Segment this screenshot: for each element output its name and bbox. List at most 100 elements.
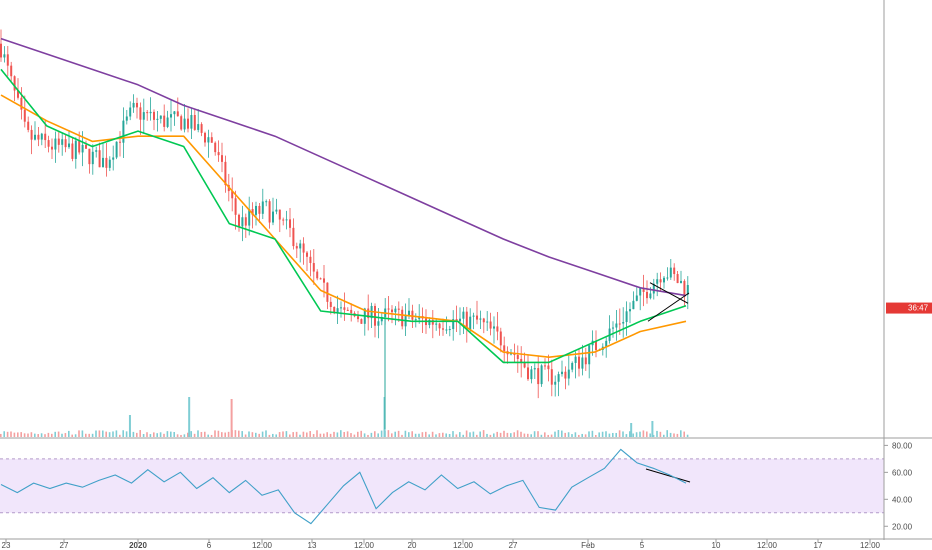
candle-body	[323, 278, 325, 283]
candle-body	[156, 118, 159, 120]
candle-body	[207, 137, 210, 143]
candle-body	[234, 198, 237, 215]
price-badges: 0.000001110.000001000.000000910.00000086…	[886, 302, 932, 314]
volume-bar	[187, 432, 189, 437]
candle-body	[282, 219, 285, 221]
candle-body	[146, 112, 149, 114]
candle-body	[3, 54, 6, 58]
volume-bar	[81, 430, 84, 437]
candle-body	[442, 328, 444, 330]
x-tick-label: Feb	[581, 541, 595, 550]
volume-bar	[64, 433, 67, 437]
candle-body	[258, 205, 261, 214]
candle-body	[319, 278, 322, 280]
volume-bar	[462, 434, 464, 437]
candle-body	[193, 115, 196, 130]
volume-bar	[207, 434, 209, 437]
candle-body	[316, 271, 319, 279]
candle-body	[346, 309, 349, 311]
volume-bar	[513, 432, 515, 437]
volume-bar	[397, 430, 400, 437]
candle-body	[112, 157, 115, 160]
volume-bar	[482, 430, 485, 437]
candle-body	[343, 307, 346, 310]
rsi-tick-label: 80.00	[892, 441, 913, 450]
candle-body	[204, 132, 206, 143]
volume-bar	[37, 434, 39, 437]
volume-bar	[442, 432, 444, 437]
candle-body	[299, 243, 302, 249]
candle-body	[578, 356, 580, 369]
x-tick-label: 10	[712, 541, 721, 550]
volume-bar	[78, 430, 80, 437]
volume-bar	[425, 431, 427, 437]
candle-body	[520, 358, 523, 363]
candle-body	[448, 329, 451, 331]
candle-body	[285, 219, 288, 221]
volume-bar	[418, 433, 420, 437]
candle-body	[224, 161, 227, 186]
x-tick-label: 13	[308, 541, 317, 550]
volume-bar	[503, 430, 505, 437]
volume-bar	[153, 432, 155, 437]
volume-bar	[561, 430, 563, 437]
candle-body	[54, 138, 57, 150]
volume-bar	[71, 434, 73, 437]
volume-bar	[567, 432, 570, 437]
volume-bar	[20, 432, 22, 437]
x-tick-label: 27	[60, 541, 69, 550]
volume-bar	[91, 433, 94, 437]
candle-body	[61, 139, 64, 145]
candle-body	[275, 209, 278, 212]
volume-bar	[591, 430, 594, 437]
rsi-series-line	[0, 448, 687, 525]
volume-bar	[197, 430, 199, 437]
volume-bar	[527, 433, 529, 437]
moving-averages	[0, 37, 687, 364]
volume-bar	[108, 432, 111, 437]
volume-bar	[142, 434, 145, 437]
volume-bar	[486, 433, 488, 437]
volume-bar	[6, 431, 9, 437]
volume-bar	[445, 433, 447, 437]
candle-body	[635, 295, 638, 301]
candle-body	[37, 134, 40, 140]
candle-body	[122, 120, 125, 143]
volume-bar	[506, 432, 509, 437]
volume-bar	[323, 433, 325, 437]
rsi-trendline	[645, 468, 691, 483]
candle-body	[503, 345, 506, 352]
volume-bar	[173, 431, 175, 437]
volume-bar	[649, 433, 651, 437]
volume-bar	[312, 434, 315, 437]
candle-body	[74, 140, 77, 159]
volume-spike	[188, 397, 191, 437]
volume-bar	[163, 433, 165, 437]
candle-body	[646, 291, 648, 299]
candle-body	[336, 308, 339, 313]
candle-body	[244, 217, 247, 226]
volume-bar	[119, 434, 121, 437]
candle-body	[567, 369, 570, 379]
candle-body	[30, 129, 33, 140]
x-tick-label: 12:00	[453, 541, 474, 550]
candle-body	[357, 316, 359, 320]
candle-body	[217, 152, 220, 156]
volume-bar	[302, 431, 305, 437]
volume-bar	[0, 433, 2, 437]
candle-body	[622, 322, 625, 324]
candle-body	[523, 362, 526, 368]
volume-bar	[646, 431, 648, 437]
volume-bar	[61, 433, 63, 437]
volume-bar	[146, 432, 148, 437]
candle-body	[241, 217, 244, 227]
volume-bar	[659, 431, 662, 437]
countdown-label: 36:47	[908, 304, 929, 313]
volume-bar	[669, 432, 672, 437]
candle-body	[13, 76, 16, 91]
candle-body	[265, 201, 268, 203]
candle-body	[255, 205, 257, 215]
volume-bar	[370, 432, 373, 437]
trendlines[interactable]	[645, 282, 691, 483]
